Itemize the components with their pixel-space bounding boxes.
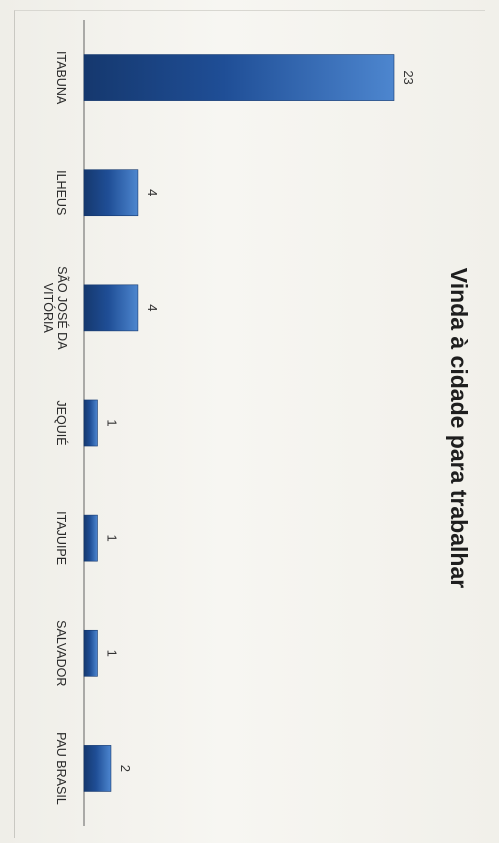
category-label-salvador: SALVADOR	[54, 620, 68, 686]
category-label-itajuipe: ITAJUIPE	[54, 511, 68, 565]
bar-sao-jose-da-vitoria	[83, 284, 139, 332]
bar-pau-brasil	[83, 745, 112, 792]
bar-ilheus	[83, 169, 139, 217]
bar-jequie	[83, 399, 98, 447]
plot-area: 23 4 4 1 1 1 2 ITABUNA ILHEUS SÃO JOSÉ DAVITÓRIA…	[41, 20, 472, 826]
value-label-sao-jose-da-vitoria: 4	[145, 304, 160, 311]
category-label-jequie: JEQUIÉ	[54, 400, 69, 445]
category-label-sao-jose-da-vitoria: SÃO JOSÉ DAVITÓRIA	[41, 266, 70, 350]
category-labels: ITABUNA ILHEUS SÃO JOSÉ DAVITÓRIA JEQUIÉ ITA…	[41, 51, 70, 805]
bar-itajuipe	[83, 514, 98, 562]
value-label-jequie: 1	[104, 419, 119, 426]
value-label-ilheus: 4	[145, 189, 160, 196]
value-label-itajuipe: 1	[104, 535, 119, 542]
value-label-salvador: 1	[104, 650, 119, 657]
value-label-pau-brasil: 2	[118, 765, 133, 772]
bar-itabuna	[83, 54, 395, 101]
chart-title: Vinda à cidade para trabalhar	[446, 268, 472, 588]
category-label-ilheus: ILHEUS	[54, 170, 68, 215]
bars	[83, 54, 395, 792]
page-frame	[14, 10, 485, 838]
category-label-pau-brasil: PAU BRASIL	[54, 732, 68, 805]
category-label-itabuna: ITABUNA	[54, 51, 68, 105]
value-labels: 23 4 4 1 1 1 2	[104, 70, 416, 772]
bar-salvador	[83, 629, 98, 677]
value-label-itabuna: 23	[401, 70, 416, 84]
